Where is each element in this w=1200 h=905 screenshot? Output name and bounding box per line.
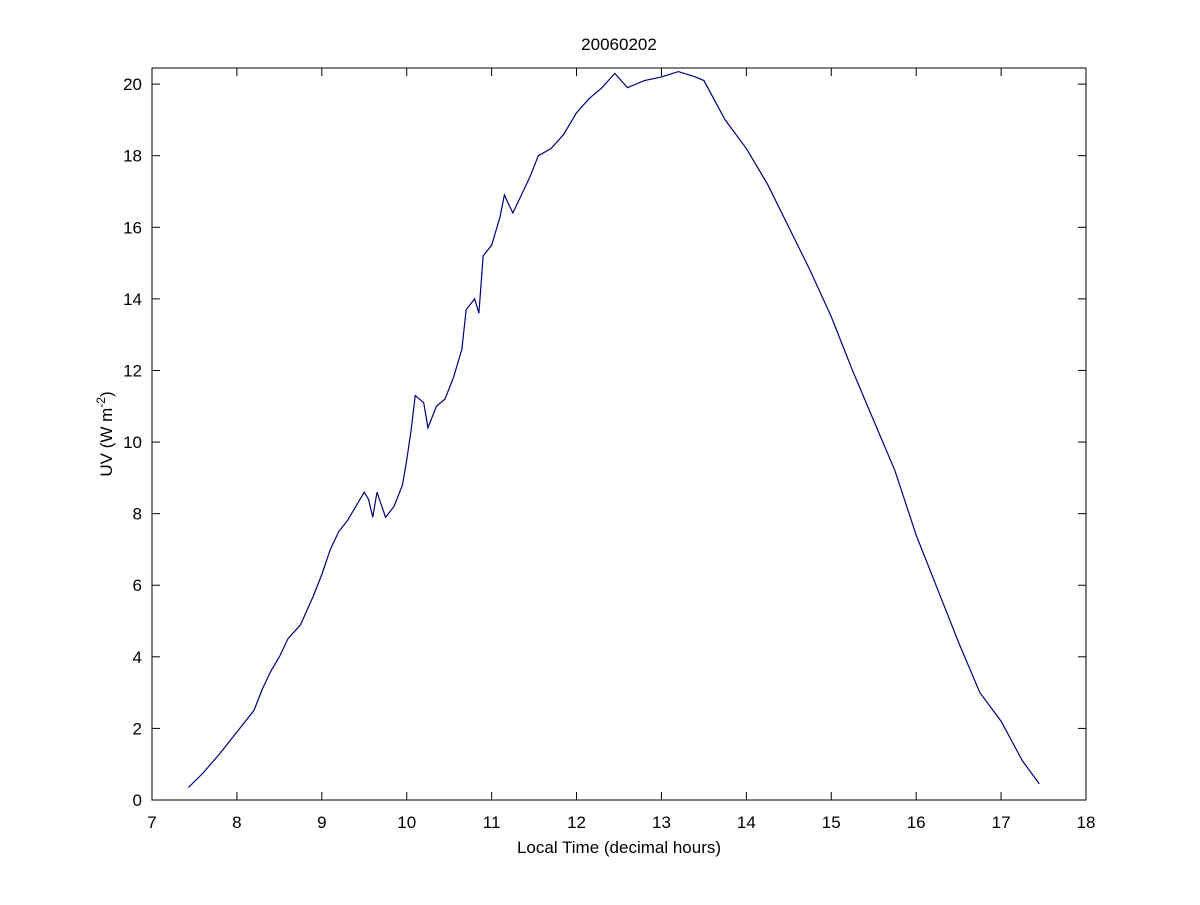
x-tick-label: 7 <box>147 813 156 832</box>
y-tick-label: 14 <box>123 290 142 309</box>
y-tick-label: 16 <box>123 218 142 237</box>
x-tick-label: 15 <box>822 813 841 832</box>
y-axis-label: UV (W m-2) <box>94 391 116 476</box>
chart-title: 20060202 <box>581 35 657 54</box>
y-tick-label: 0 <box>133 791 142 810</box>
x-tick-label: 11 <box>483 813 501 832</box>
x-tick-label: 8 <box>232 813 241 832</box>
x-axis-label: Local Time (decimal hours) <box>517 838 721 857</box>
x-tick-label: 14 <box>737 813 756 832</box>
plot-area <box>152 68 1086 800</box>
x-tick-label: 16 <box>907 813 926 832</box>
y-tick-label: 4 <box>133 648 142 667</box>
data-line <box>188 70 1040 788</box>
x-tick-label: 12 <box>567 813 586 832</box>
x-tick-label: 17 <box>992 813 1011 832</box>
y-tick-label: 12 <box>123 361 142 380</box>
y-tick-label: 10 <box>123 433 142 452</box>
y-label-superscript: -2 <box>94 397 108 408</box>
y-tick-label: 8 <box>133 505 142 524</box>
y-tick-label: 2 <box>133 719 142 738</box>
y-tick-label: 6 <box>133 576 142 595</box>
y-label-base: UV (W m <box>97 408 116 477</box>
y-label-end: ) <box>97 391 116 397</box>
x-tick-label: 10 <box>397 813 416 832</box>
x-tick-label: 9 <box>317 813 326 832</box>
x-tick-label: 13 <box>652 813 671 832</box>
x-tick-label: 18 <box>1077 813 1096 832</box>
y-tick-label: 20 <box>123 75 142 94</box>
axes-box <box>151 67 1087 801</box>
y-tick-label: 18 <box>123 147 142 166</box>
